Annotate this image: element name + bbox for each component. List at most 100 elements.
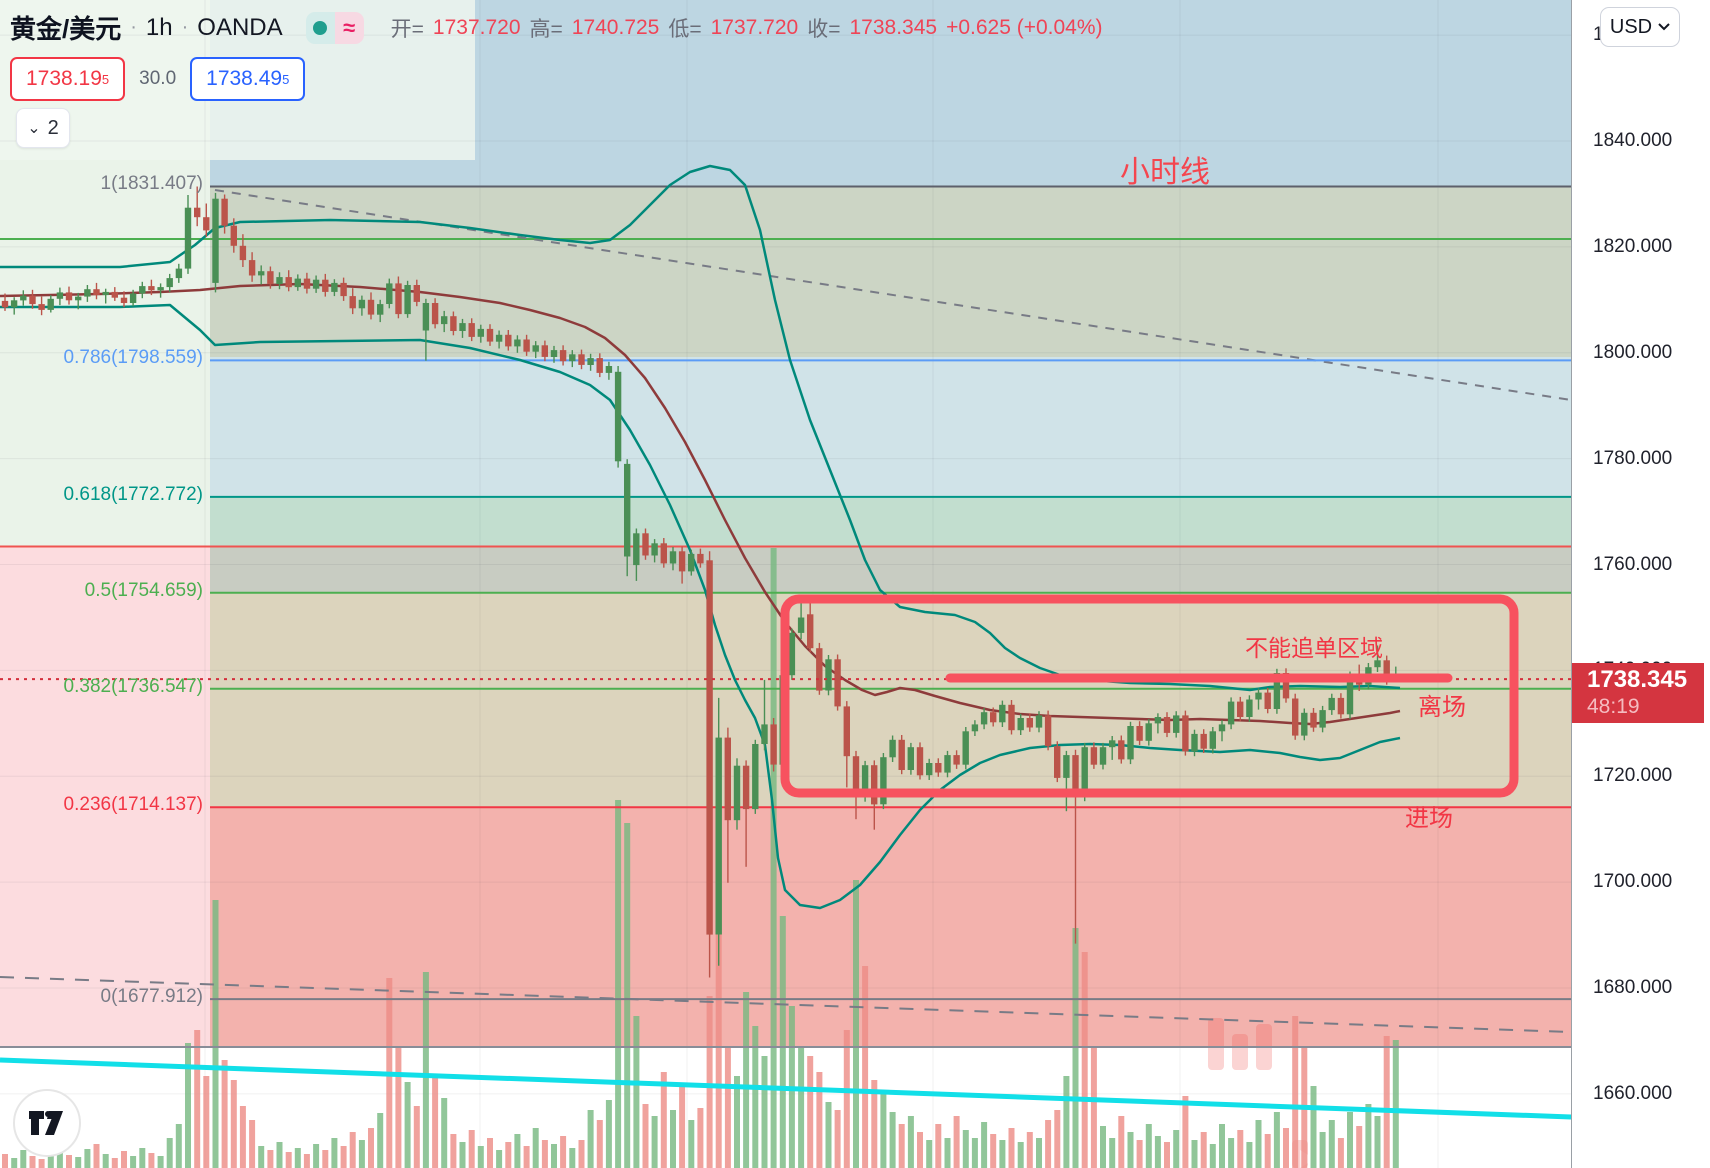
candle-body	[1090, 747, 1098, 765]
candle-body	[248, 260, 256, 276]
candle-body	[733, 765, 741, 821]
candle-body	[962, 731, 969, 765]
chart-canvas[interactable]	[0, 0, 1571, 1168]
candle-body	[770, 724, 777, 765]
candle-body	[852, 756, 860, 797]
volume-bar	[1109, 1138, 1116, 1168]
ohlc-readout: 开= 1737.720 高= 1740.725 低= 1737.720 收= 1738.…	[391, 13, 1103, 43]
candle-body	[797, 617, 805, 633]
current-price: 1738.345	[1587, 666, 1688, 693]
volume-bar	[1347, 1112, 1353, 1168]
volume-bar	[212, 900, 219, 1168]
volume-bar	[670, 1110, 676, 1168]
volume-bar	[862, 966, 869, 1168]
volume-bar	[917, 1132, 923, 1168]
no-chase-zone-rectangle[interactable]	[780, 594, 1519, 798]
candle-body	[715, 737, 722, 935]
candle-body	[871, 765, 878, 805]
candle-body	[38, 304, 45, 310]
volume-bar	[331, 1138, 338, 1168]
watermark-shape	[1232, 1034, 1248, 1070]
indicator-toggle-buttons[interactable]: ≈	[305, 11, 364, 44]
ask-button[interactable]: 1738.49 5	[190, 57, 306, 101]
volume-bar	[532, 1128, 539, 1168]
fib-level-label: 0.618(1772.772)	[63, 483, 203, 505]
volume-bar	[816, 1072, 823, 1168]
candle-body	[651, 543, 658, 556]
price-axis[interactable]: 1860.0001840.0001820.0001800.0001780.000…	[1571, 0, 1710, 1168]
currency-select[interactable]: USD	[1600, 7, 1680, 47]
candle-body	[541, 345, 548, 357]
candle-body	[1008, 704, 1015, 731]
collapse-indicators-button[interactable]: ⌄ 2	[16, 108, 70, 148]
indicator-dot-icon[interactable]	[305, 11, 335, 44]
price-axis-label: 1760.000	[1593, 553, 1673, 575]
fib-zone-band	[210, 357, 1571, 497]
fib-zone-band	[210, 546, 1571, 593]
candle-body	[825, 659, 832, 691]
volume-bar	[111, 1158, 118, 1168]
price-chart-plot[interactable]: 1(1831.407) 0.786(1798.559) 0.618(1772.772…	[0, 0, 1571, 1168]
volume-bar	[560, 1136, 567, 1168]
candle-body	[990, 712, 997, 723]
volume-bar	[66, 1155, 72, 1168]
volume-bar	[1237, 1130, 1244, 1168]
volume-bar	[1045, 1120, 1052, 1168]
candle-body	[669, 551, 677, 564]
high-label: 高=	[529, 17, 563, 41]
volume-bar	[194, 1030, 201, 1168]
volume-bar	[249, 1120, 256, 1168]
channel-dashed-bottom[interactable]	[0, 976, 1571, 1033]
candle-body	[441, 316, 448, 325]
candle-body	[1255, 692, 1262, 700]
volume-bar	[880, 1094, 887, 1168]
candle-body	[1292, 698, 1299, 736]
candle-body	[1173, 715, 1180, 733]
volume-bar	[102, 1154, 109, 1168]
volume-bar	[29, 1156, 36, 1168]
candle-body	[1218, 724, 1226, 732]
volume-bar	[413, 1106, 420, 1168]
volume-bar	[47, 1152, 54, 1168]
volume-bar	[1036, 1138, 1042, 1168]
candle-body	[1383, 660, 1390, 681]
bid-button[interactable]: 1738.19 5	[10, 57, 126, 101]
candle-body	[1237, 701, 1244, 717]
volume-bar	[697, 1108, 704, 1168]
price-axis-label: 1820.000	[1593, 235, 1673, 257]
volume-bar	[20, 1150, 27, 1168]
cyan-trendline[interactable]	[0, 1057, 1571, 1120]
indicator-wave-icon[interactable]: ≈	[334, 11, 364, 44]
volume-bar	[724, 1046, 731, 1168]
fib-zone-band	[210, 807, 1571, 1047]
volume-bar	[166, 1138, 173, 1168]
candle-body	[1072, 755, 1079, 797]
volume-bar	[130, 1156, 137, 1168]
chart-legend: 黄金/美元 · 1h · OANDA ≈ 开= 1737.720 高= 1740.7…	[10, 9, 1103, 46]
candle-body	[1337, 697, 1345, 715]
volume-bar	[523, 1146, 530, 1168]
candle-body	[1310, 712, 1317, 728]
candle-body	[523, 339, 530, 352]
timeframe-label[interactable]: 1h	[145, 13, 173, 41]
volume-bar	[853, 880, 859, 1168]
symbol-title[interactable]: 黄金/美元	[10, 14, 122, 44]
annotation-no-chase-zone: 不能追单区域	[1245, 635, 1383, 661]
volume-bar	[1118, 1116, 1125, 1168]
candle-body	[258, 271, 265, 276]
bollinger-lower-band	[0, 303, 1401, 910]
candle-body	[505, 334, 512, 347]
tradingview-logo[interactable]	[13, 1089, 81, 1157]
volume-bar	[1356, 1126, 1363, 1168]
candle-body	[120, 297, 128, 303]
volume-bar	[38, 1159, 45, 1168]
candle-body	[1200, 733, 1207, 749]
volume-bar	[1154, 1136, 1161, 1168]
volume-bar	[907, 1116, 914, 1168]
fib-level-label: 0.382(1736.547)	[63, 675, 203, 697]
bar-countdown: 48:19	[1587, 695, 1640, 718]
candle-body	[221, 198, 228, 226]
exchange-label[interactable]: OANDA	[197, 13, 283, 41]
candle-body	[834, 659, 841, 707]
annotation-hourly-line: 小时线	[1120, 156, 1210, 189]
